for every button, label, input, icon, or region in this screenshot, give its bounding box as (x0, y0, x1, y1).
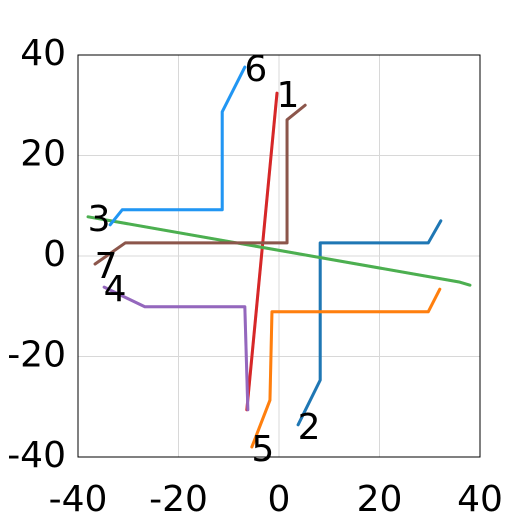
y-tick-label: 40 (20, 33, 66, 74)
y-tick-label: 0 (43, 234, 66, 275)
trajectory-label: 5 (251, 429, 274, 470)
y-tick-label: 20 (20, 134, 66, 175)
y-tick-label: -40 (7, 435, 66, 476)
trajectory (245, 91, 279, 412)
y-tick-label: -20 (7, 335, 66, 376)
trajectory (296, 219, 443, 427)
x-tick-label: -40 (49, 479, 108, 520)
trajectory (86, 215, 472, 287)
x-tick-label: 20 (357, 479, 403, 520)
trajectory (93, 103, 307, 266)
x-tick-label: 40 (457, 479, 503, 520)
trajectory (102, 285, 250, 412)
trajectory-label: 4 (104, 269, 127, 310)
trajectory-label: 2 (298, 407, 321, 448)
trajectory-label: 3 (88, 199, 111, 240)
x-tick-label: 0 (268, 479, 291, 520)
trajectory (250, 287, 442, 449)
trajectory-label: 1 (277, 75, 300, 116)
trajectory (108, 65, 247, 227)
plot-frame (77, 54, 481, 458)
x-tick-label: -20 (149, 479, 208, 520)
trajectory-label: 7 (95, 246, 118, 287)
trajectory-label: 6 (244, 49, 267, 90)
